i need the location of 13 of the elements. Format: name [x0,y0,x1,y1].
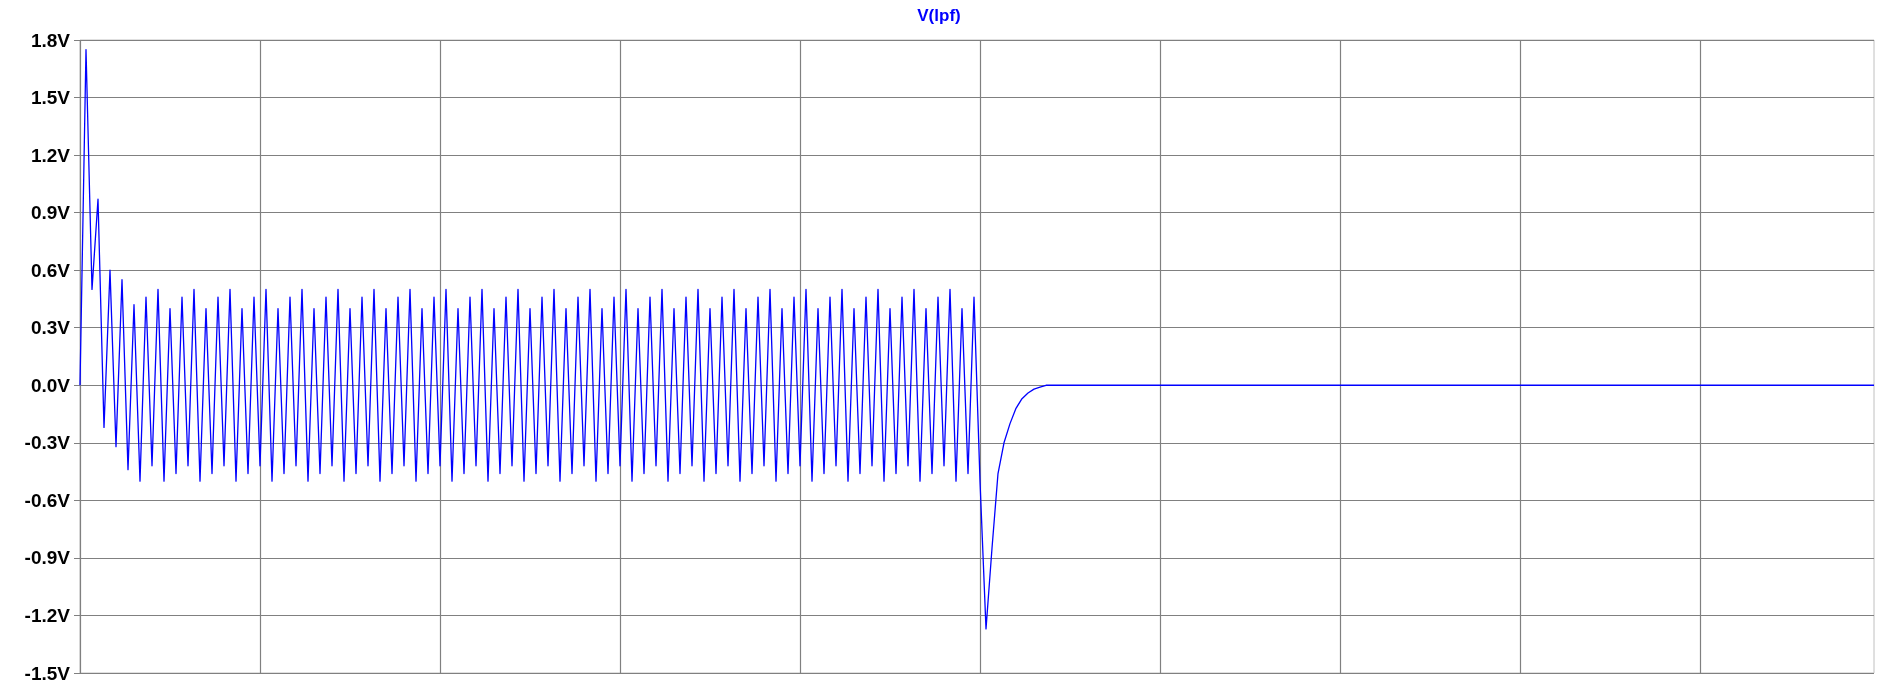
y-tick-label: -1.2V [24,604,71,626]
y-tick-label: 0.0V [30,374,71,396]
y-tick-label: 1.5V [30,87,71,109]
y-tick-label: -0.9V [24,547,71,569]
y-tick-label: 1.2V [30,144,71,166]
y-tick-label: -0.3V [24,432,71,454]
y-tick-label: -1.5V [24,662,71,684]
y-tick-label: 1.8V [30,29,71,51]
y-tick-label: 0.6V [30,259,71,281]
chart-title: V(lpf) [917,6,961,25]
y-tick-label: -0.6V [24,489,71,511]
y-tick-label: 0.9V [30,202,71,224]
y-tick-label: 0.3V [30,317,71,339]
